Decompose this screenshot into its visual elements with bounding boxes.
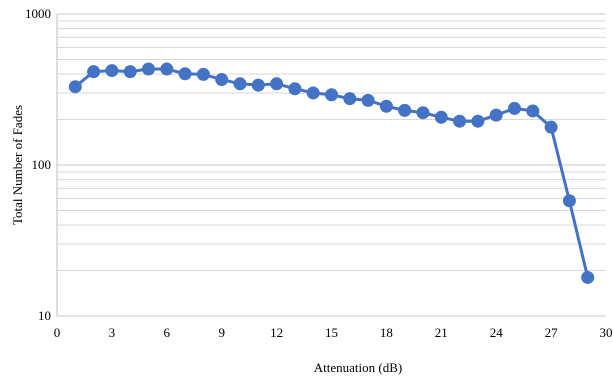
y-axis-title: Total Number of Fades <box>10 105 25 225</box>
data-point <box>160 62 174 76</box>
series <box>68 62 595 284</box>
data-point <box>123 65 137 79</box>
data-point <box>270 77 284 91</box>
data-point <box>398 103 412 117</box>
data-point <box>325 88 338 102</box>
data-point <box>379 99 393 113</box>
data-point <box>416 106 430 120</box>
data-point <box>288 82 302 96</box>
data-point <box>361 93 375 107</box>
y-tick-label: 1000 <box>25 6 51 21</box>
data-point <box>178 67 192 81</box>
x-tick-label: 0 <box>54 325 61 340</box>
data-point <box>471 114 485 128</box>
data-point <box>544 120 558 134</box>
x-tick-label: 30 <box>600 325 613 340</box>
tick-labels: 10 100 1000 0 3 6 9 12 15 18 21 24 27 30 <box>25 6 613 340</box>
data-point <box>215 73 229 87</box>
x-tick-label: 12 <box>270 325 283 340</box>
x-tick-label: 9 <box>218 325 225 340</box>
data-point <box>434 110 448 124</box>
data-point <box>105 64 119 78</box>
data-point <box>508 101 521 115</box>
data-point <box>233 77 247 91</box>
x-axis-title: Attenuation (dB) <box>314 360 402 375</box>
grid <box>57 13 606 317</box>
y-tick-label: 10 <box>38 308 51 323</box>
x-tick-label: 15 <box>325 325 338 340</box>
data-point <box>489 108 503 122</box>
x-tick-label: 6 <box>164 325 171 340</box>
x-tick-label: 3 <box>109 325 116 340</box>
x-tick-label: 21 <box>435 325 448 340</box>
y-tick-label: 100 <box>32 157 52 172</box>
data-point <box>526 104 540 118</box>
data-point <box>87 65 101 79</box>
data-point <box>251 78 265 92</box>
data-point <box>142 62 155 76</box>
data-point <box>343 92 357 106</box>
data-point <box>306 86 320 100</box>
x-tick-label: 18 <box>380 325 393 340</box>
x-tick-label: 24 <box>490 325 504 340</box>
data-point <box>562 194 576 208</box>
data-point <box>68 80 82 94</box>
x-tick-label: 27 <box>545 325 559 340</box>
data-point <box>453 114 467 128</box>
data-point <box>581 270 595 284</box>
data-point <box>196 67 210 81</box>
